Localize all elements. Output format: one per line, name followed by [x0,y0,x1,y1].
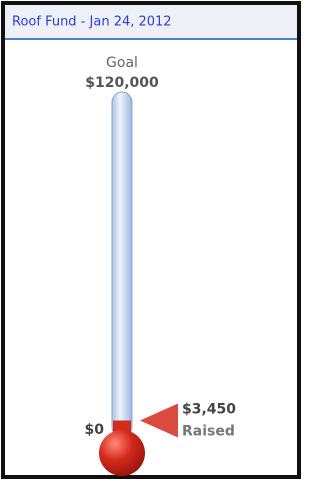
chart: Roof Fund - Jan 24, 2012 Goal $0 $120,000… [0,0,304,481]
page: Roof Fund - Jan 24, 2012 Goal $0 $120,000… [0,0,304,481]
chart-title: Roof Fund - Jan 24, 2012 [12,15,172,30]
y-tick-label: $0 [85,422,105,438]
goal-label: $120,000 [85,75,159,91]
value-label: $3,450 [182,402,236,418]
goal-caption: Goal [106,55,138,71]
legend-label: Raised [182,424,235,440]
bulb [99,430,145,476]
tube [112,92,132,437]
